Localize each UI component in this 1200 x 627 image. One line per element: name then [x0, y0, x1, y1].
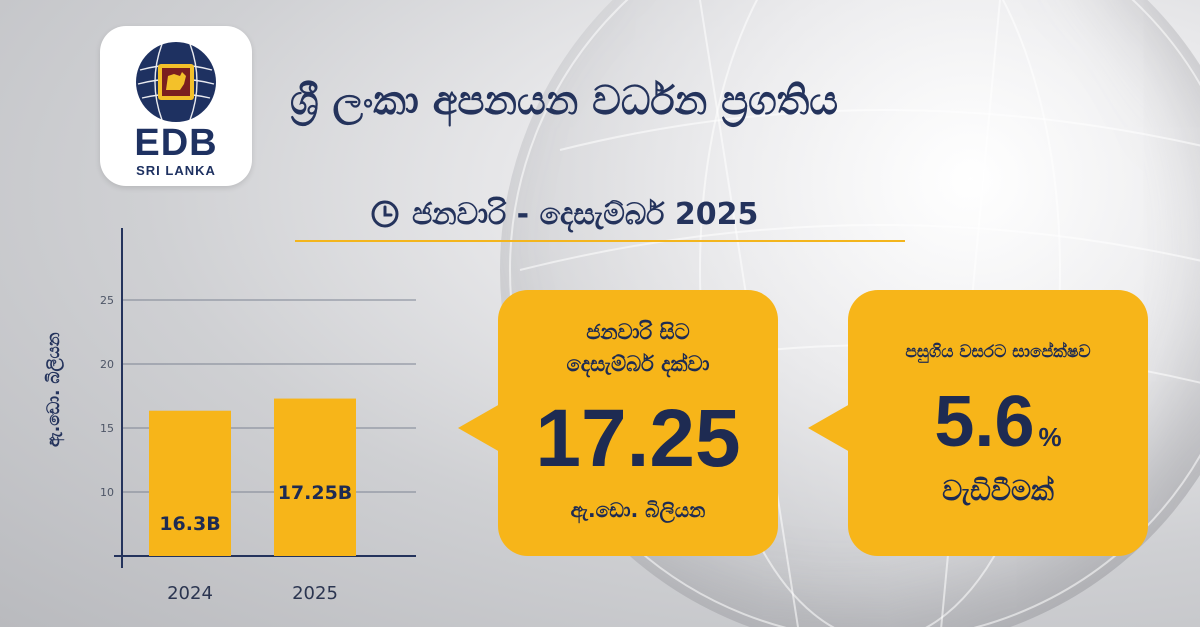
clock-icon — [371, 200, 399, 228]
period-row: ජනවාරි - දෙසැම්බර් 2025 — [370, 192, 758, 236]
bar — [274, 398, 356, 556]
bar — [149, 410, 231, 556]
edb-logo: EDB SRI LANKA — [100, 26, 252, 186]
callout-growth-pointer — [808, 404, 850, 452]
callout-growth-suffix: වැඩිවීමක් — [942, 474, 1054, 507]
callout-total-pointer — [458, 404, 500, 452]
y-tick-label: 10 — [100, 486, 114, 499]
bar-data-label: 17.25B — [278, 482, 353, 504]
x-category-label: 2024 — [167, 583, 213, 604]
logo-subtitle: SRI LANKA — [136, 163, 216, 178]
callout-total-caption: ජනවාරි සිට දෙසැම්බර් දක්වා — [498, 316, 778, 380]
callout-growth-label: පසුගිය වසරට සාපේක්ෂව — [905, 342, 1091, 362]
logo-wordmark: EDB — [134, 122, 218, 164]
x-category-label: 2025 — [292, 583, 338, 604]
callout-total-value: 17.25 — [535, 393, 741, 484]
edb-globe-emblem-icon — [136, 42, 216, 122]
callout-growth: පසුගිය වසරට සාපේක්ෂව 5.6% වැඩිවීමක් — [848, 290, 1148, 556]
page-title: ශ්‍රී ලංකා අපනයන වර්ධන ප්‍රගතිය — [290, 78, 839, 124]
period-label: ජනවාරි - දෙසැම්බර් 2025 — [412, 196, 759, 232]
callout-total: ජනවාරි සිට දෙසැම්බර් දක්වා 17.25 ඇ.ඩො. බ… — [498, 290, 778, 556]
bar-data-label: 16.3B — [159, 513, 220, 535]
callout-growth-value: 5.6 — [934, 382, 1035, 462]
y-tick-label: 20 — [100, 358, 114, 371]
y-tick-label: 25 — [100, 294, 114, 307]
callout-total-line1: ජනවාරි සිට — [586, 320, 690, 344]
gold-divider — [295, 240, 905, 242]
callout-growth-percent: % — [1038, 422, 1062, 452]
y-tick-label: 15 — [100, 422, 114, 435]
y-axis-title: ඇ.ඩො. බිලියන — [44, 332, 64, 448]
callout-total-unit: ඇ.ඩො. බිලියන — [570, 498, 706, 522]
callout-growth-value-row: 5.6% — [848, 382, 1148, 481]
callout-total-line2: දෙසැම්බර් දක්වා — [566, 352, 710, 376]
